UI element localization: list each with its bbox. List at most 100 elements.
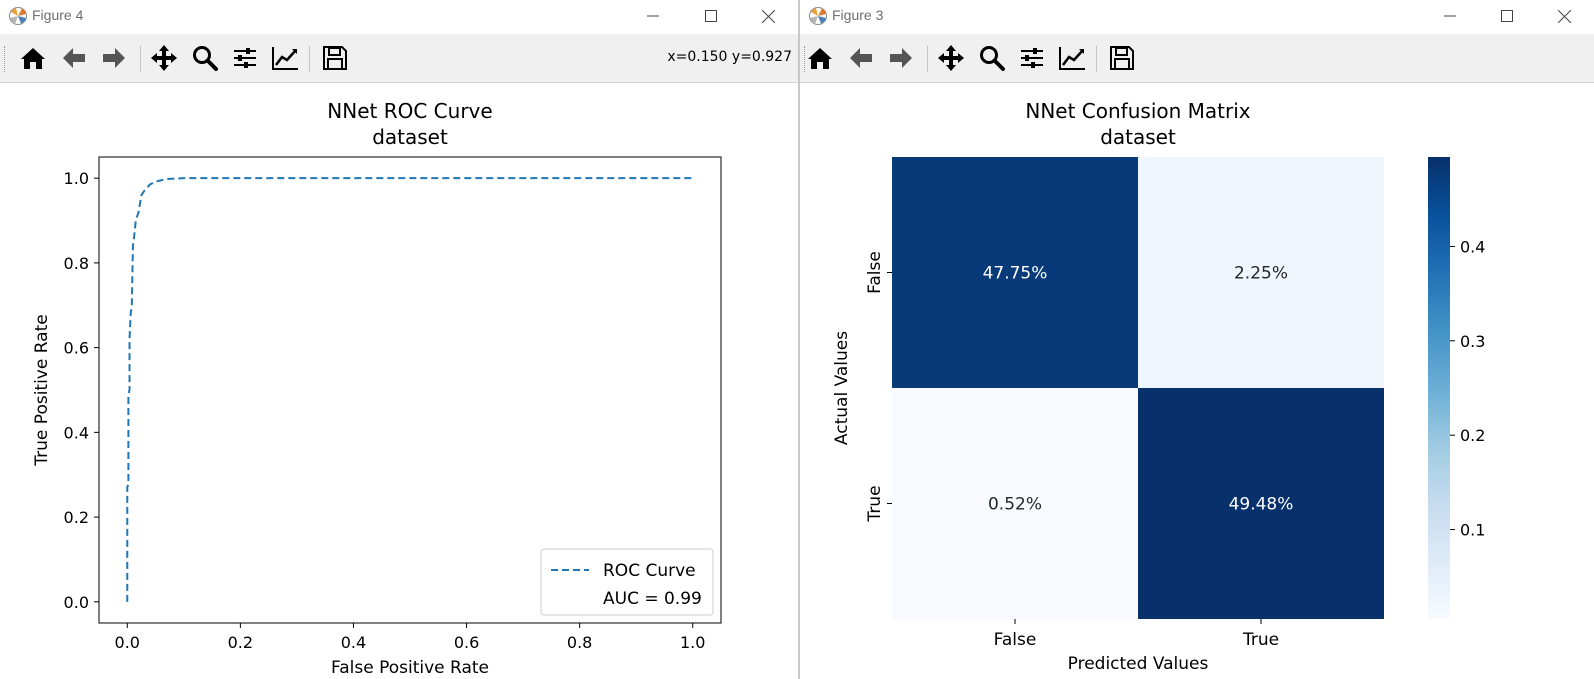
- colorbar: [1428, 157, 1450, 619]
- save-button[interactable]: [1105, 41, 1139, 75]
- navigation-toolbar: [800, 34, 1594, 83]
- x-tick-label: 0.6: [454, 633, 479, 652]
- plot-frame: [98, 156, 722, 624]
- y-tick-label: 0.0: [64, 593, 89, 612]
- y-tick-label: 0.6: [64, 339, 89, 358]
- cell-value-label: 2.25%: [1234, 264, 1288, 284]
- x-axis-label: Predicted Values: [1068, 654, 1209, 674]
- maximize-button[interactable]: [1484, 0, 1530, 32]
- heatmap-cell: [892, 157, 1138, 388]
- x-tick-label: True: [1242, 630, 1279, 650]
- colorbar-tick-label: 0.3: [1460, 332, 1485, 351]
- x-tick-label: False: [994, 630, 1037, 650]
- colorbar-tick-label: 0.4: [1460, 237, 1485, 256]
- legend-box: [540, 548, 714, 616]
- minimize-icon: [1444, 15, 1456, 17]
- y-tick-label: 0.8: [64, 254, 89, 273]
- confusion-figure-canvas[interactable]: NNet Confusion Matrix dataset 47.75% 2.25% 0…: [800, 83, 1594, 679]
- minimize-icon: [647, 15, 659, 17]
- close-button[interactable]: [745, 0, 791, 32]
- window-divider: [798, 0, 800, 679]
- minimize-button[interactable]: [1427, 0, 1473, 32]
- subplots-icon: [234, 48, 256, 68]
- toolbar-separator: [927, 46, 928, 72]
- toolbar-separator: [309, 46, 310, 72]
- save-button[interactable]: [318, 41, 352, 75]
- y-tick-label: 1.0: [64, 169, 89, 188]
- zoom-button[interactable]: [188, 41, 222, 75]
- home-button[interactable]: [16, 41, 50, 75]
- back-button[interactable]: [57, 41, 91, 75]
- maximize-icon: [1501, 10, 1513, 22]
- x-tick-label: 1.0: [680, 633, 705, 652]
- save-icon: [1110, 46, 1134, 70]
- colorbar-tick-label: 0.2: [1460, 426, 1485, 445]
- plot-area: [99, 157, 721, 623]
- minimize-button[interactable]: [630, 0, 676, 32]
- roc-figure-canvas[interactable]: NNet ROC Curve dataset 0.0 0.2 0.4 0.6 0.8 1.0 0…: [0, 83, 798, 679]
- forward-button[interactable]: [97, 41, 131, 75]
- cell-value-label: 47.75%: [983, 264, 1048, 284]
- chart-subtitle: dataset: [1100, 125, 1176, 149]
- figure-4-window: Figure 4: [0, 0, 798, 679]
- cell-value-label: 0.52%: [988, 495, 1042, 515]
- y-axis-label: Actual Values: [832, 331, 852, 445]
- close-icon: [761, 9, 775, 23]
- back-icon: [850, 48, 872, 68]
- legend-entry-auc: AUC = 0.99: [603, 589, 702, 609]
- x-axis-label: False Positive Rate: [331, 658, 489, 678]
- configure-subplots-button[interactable]: [228, 41, 262, 75]
- cell-value-label: 49.48%: [1229, 495, 1294, 515]
- home-icon: [808, 48, 832, 69]
- title-bar[interactable]: Figure 3: [800, 0, 1594, 32]
- maximize-button[interactable]: [688, 0, 734, 32]
- configure-subplots-button[interactable]: [1015, 41, 1049, 75]
- y-tick-label: False: [865, 251, 885, 294]
- zoom-icon: [193, 46, 218, 71]
- forward-icon: [890, 48, 912, 68]
- forward-icon: [103, 48, 125, 68]
- close-button[interactable]: [1541, 0, 1587, 32]
- home-button[interactable]: [803, 41, 837, 75]
- chart-subtitle: dataset: [372, 125, 448, 149]
- edit-axes-button[interactable]: [268, 41, 302, 75]
- chart-title: NNet Confusion Matrix: [1025, 99, 1250, 123]
- customize-icon: [1059, 47, 1085, 70]
- matplotlib-app-icon: [9, 7, 27, 25]
- zoom-button[interactable]: [975, 41, 1009, 75]
- edit-axes-button[interactable]: [1055, 41, 1089, 75]
- figure-3-window: Figure 3: [800, 0, 1594, 679]
- colorbar-tick-label: 0.1: [1460, 521, 1485, 540]
- subplots-icon: [1021, 48, 1043, 68]
- x-tick-label: 0.4: [341, 633, 366, 652]
- navigation-toolbar: x=0.150 y=0.927: [0, 34, 798, 83]
- heatmap-cell: [1138, 157, 1384, 388]
- heatmap-cell: [892, 388, 1138, 619]
- pan-button[interactable]: [934, 41, 968, 75]
- window-title: Figure 4: [32, 7, 84, 23]
- matplotlib-app-icon: [809, 7, 827, 25]
- toolbar-separator: [140, 46, 141, 72]
- roc-curve-line: [126, 177, 693, 602]
- legend-entry-roc: ROC Curve: [603, 561, 696, 581]
- y-tick-label: 0.4: [64, 423, 89, 442]
- chart-title: NNet ROC Curve: [327, 99, 492, 123]
- pan-button[interactable]: [147, 41, 181, 75]
- y-tick-label: True: [865, 485, 885, 522]
- x-tick-label: 0.0: [115, 633, 140, 652]
- toolbar-grip[interactable]: [804, 46, 809, 72]
- back-icon: [63, 48, 85, 68]
- toolbar-separator: [1096, 46, 1097, 72]
- cursor-coordinates: x=0.150 y=0.927: [667, 49, 792, 65]
- title-bar[interactable]: Figure 4: [0, 0, 798, 32]
- y-axis-label: True Positive Rate: [32, 314, 52, 466]
- toolbar-grip[interactable]: [4, 46, 9, 72]
- zoom-icon: [980, 46, 1005, 71]
- forward-button[interactable]: [884, 41, 918, 75]
- back-button[interactable]: [844, 41, 878, 75]
- heatmap-cell: [1138, 388, 1384, 619]
- x-tick-label: 0.8: [567, 633, 592, 652]
- maximize-icon: [705, 10, 717, 22]
